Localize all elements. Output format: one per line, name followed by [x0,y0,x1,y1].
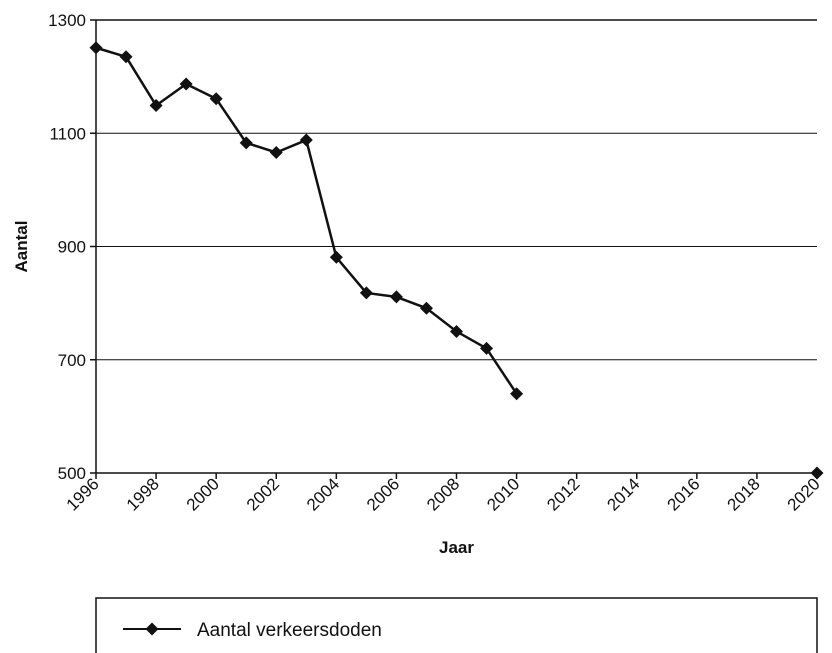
y-tick-label: 1300 [48,11,86,30]
data-point-marker [299,133,313,147]
legend-box [95,597,818,653]
x-tick-labels: 1996 1998 2000 2002 2004 2006 2008 2010 2012 2014… [63,473,824,515]
y-tick-labels: 500 700 900 1100 1300 [48,11,96,483]
x-tick-label: 2006 [363,474,403,514]
data-point-marker [389,290,403,304]
data-point-marker [179,77,193,91]
data-point-marker [810,466,824,480]
data-point-marker [359,286,373,300]
data-point-marker [89,41,103,55]
data-point-marker [239,136,253,150]
x-tick-label: 2016 [663,474,703,514]
x-tick-label: 2020 [784,474,824,514]
data-point-marker [149,99,163,113]
x-tick-label: 2002 [243,474,283,514]
legend-diamond-marker [145,622,159,636]
y-tick-label: 900 [58,238,86,257]
x-axis-title: Jaar [439,538,474,557]
y-tick-label: 1100 [49,124,86,143]
x-tick-label: 2014 [603,474,643,514]
x-tick-label: 2012 [543,474,583,514]
data-point-marker [510,387,524,401]
x-tick-label: 2010 [483,474,523,514]
x-tick-label: 2000 [183,474,223,514]
legend: Aantal verkeersdoden [95,597,818,653]
series-layer [89,41,824,480]
x-tick-label: 2008 [423,474,463,514]
data-point-marker [269,146,283,160]
gridlines [96,132,817,361]
data-point-marker [119,50,133,64]
x-tick-label: 2004 [303,474,343,514]
data-point-marker [480,341,494,355]
data-point-marker [450,324,463,338]
legend-label: Aantal verkeersdoden [197,620,382,641]
x-tick-label: 2018 [724,474,764,514]
data-point-marker [419,301,433,315]
y-axis-title: Aantal [12,221,31,273]
data-point-marker [209,92,223,106]
y-tick-label: 500 [58,464,86,483]
x-tick-label: 1998 [123,474,163,514]
data-point-marker [329,250,343,264]
series-line [95,46,518,395]
y-tick-label: 700 [58,351,86,370]
